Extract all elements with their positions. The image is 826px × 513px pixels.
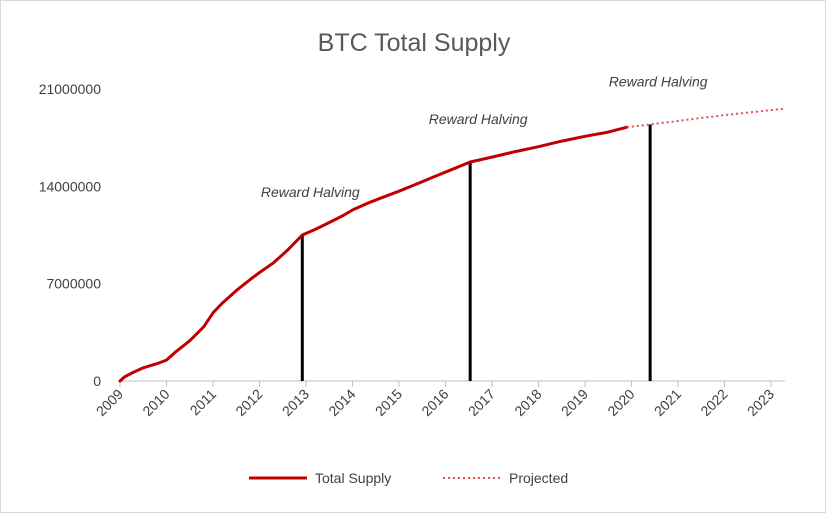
y-tick-label: 14000000 — [39, 178, 102, 194]
x-tick-label: 2020 — [604, 386, 637, 419]
y-tick-label: 7000000 — [46, 276, 101, 292]
x-tick-label: 2021 — [651, 386, 684, 419]
x-tick-label: 2018 — [511, 386, 544, 419]
x-tick-label: 2013 — [279, 386, 312, 419]
total-supply-line — [118, 125, 629, 383]
x-tick-label: 2019 — [558, 386, 591, 419]
x-tick-label: 2010 — [139, 386, 172, 419]
x-tick-label: 2023 — [744, 386, 777, 419]
x-tick-label: 2011 — [187, 386, 220, 419]
x-tick-label: 2015 — [372, 386, 405, 419]
x-tick-label: 2009 — [93, 386, 126, 419]
halving-annotation: Reward Halving — [261, 184, 360, 200]
projected-supply-line — [626, 107, 786, 129]
y-tick-label: 0 — [93, 373, 101, 389]
halving-annotation: Reward Halving — [429, 111, 528, 127]
chart-title: BTC Total Supply — [318, 29, 511, 57]
x-tick-label: 2022 — [697, 386, 730, 419]
x-tick-label: 2014 — [325, 386, 358, 419]
x-tick-label: 2012 — [232, 386, 265, 419]
legend-total-supply-label: Total Supply — [315, 470, 391, 486]
halving-annotation: Reward Halving — [609, 73, 708, 89]
y-tick-label: 21000000 — [39, 81, 102, 97]
x-tick-label: 2016 — [418, 386, 451, 419]
x-tick-label: 2017 — [465, 386, 498, 419]
legend-projected-label: Projected — [509, 470, 568, 486]
